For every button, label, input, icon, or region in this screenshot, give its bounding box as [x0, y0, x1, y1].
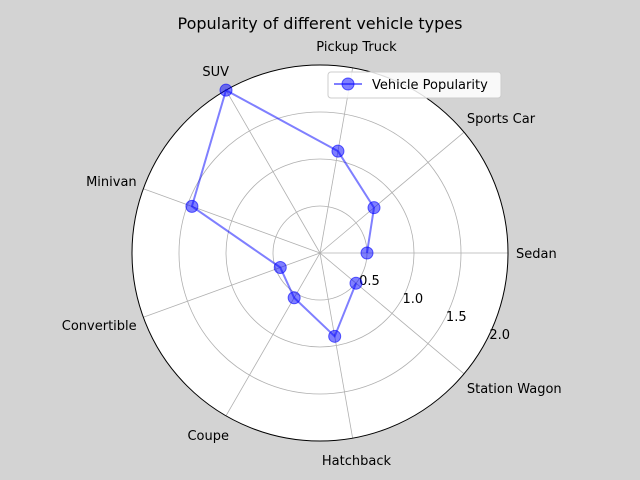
category-label: Minivan [86, 175, 137, 190]
category-label: Convertible [62, 319, 137, 334]
angular-gridline [225, 89, 321, 254]
chart-title: Popularity of different vehicle types [178, 14, 463, 33]
legend-label: Vehicle Popularity [372, 78, 488, 93]
angular-gridline [225, 252, 321, 417]
data-point [331, 144, 345, 158]
category-label: SUV [202, 65, 229, 80]
category-label: Coupe [187, 429, 229, 444]
data-point [185, 199, 199, 213]
legend-marker [341, 77, 355, 91]
radial-tick-label: 1.0 [403, 292, 424, 307]
category-label: Hatchback [322, 454, 392, 469]
angular-gridline [319, 252, 354, 439]
category-label: Pickup Truck [316, 40, 397, 55]
category-label: Station Wagon [467, 382, 562, 397]
data-point [328, 329, 342, 343]
data-point [367, 201, 381, 215]
plot-area: 0.5 1.0 1.5 2.0 Sedan Sports Car Pickup Truck S… [62, 40, 562, 469]
plot-frame [131, 64, 509, 442]
angular-gridline [143, 188, 321, 254]
category-label: Sedan [516, 247, 557, 262]
category-label: Sports Car [467, 112, 536, 127]
data-point [287, 291, 301, 305]
angular-gridline [143, 252, 321, 318]
data-point [273, 260, 287, 274]
legend: Vehicle Popularity [327, 71, 502, 99]
radial-tick-label: 0.5 [359, 274, 380, 289]
data-point [219, 83, 233, 97]
angular-gridline [319, 252, 465, 375]
data-point [349, 276, 363, 290]
angular-gridline [319, 67, 354, 254]
radial-tick-label: 2.0 [489, 328, 510, 343]
angular-gridline [319, 131, 465, 254]
data-point [360, 246, 374, 260]
radial-tick-label: 1.5 [446, 310, 467, 325]
legend-box [327, 71, 502, 99]
